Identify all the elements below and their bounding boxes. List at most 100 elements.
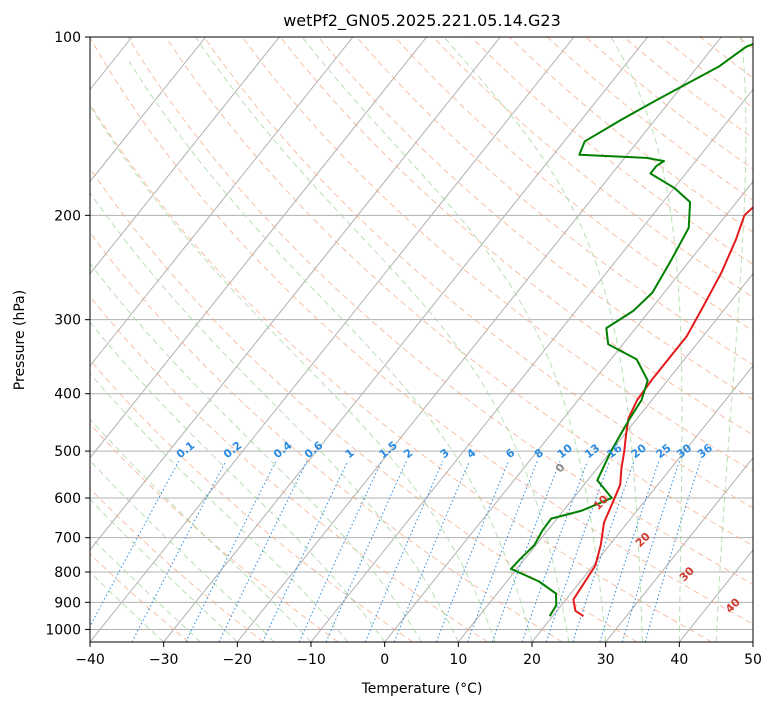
mixing-ratio-label: 20 — [629, 441, 649, 461]
mixing-ratio-label: 10 — [555, 441, 575, 461]
mixing-ratio-label: 36 — [695, 441, 715, 461]
moist-adiabat-line — [610, 37, 683, 642]
moist-adiabat-line — [195, 37, 570, 642]
y-tick-label: 500 — [54, 444, 81, 460]
moist-adiabat-line — [715, 37, 747, 642]
plot-frame — [89, 36, 754, 643]
mixing-ratio-line — [491, 461, 561, 642]
dry-adiabat-line — [90, 295, 488, 642]
x-axis-ticks: −40 −30 −20 −10 0 10 20 30 40 50 — [75, 642, 762, 668]
x-tick-label: 30 — [597, 652, 615, 668]
dry-adiabat-line — [737, 37, 753, 49]
mixing-ratio-line — [435, 461, 509, 642]
mixing-ratio-label: 0.2 — [221, 439, 244, 461]
isotherm-line — [0, 37, 58, 642]
mixing-ratio-line — [262, 460, 349, 642]
isotherm-line — [531, 364, 753, 642]
mixing-ratio-line — [90, 460, 180, 628]
y-tick-label: 600 — [54, 491, 81, 507]
dry-adiabat-line — [508, 37, 753, 233]
dry-adiabat-line — [470, 37, 753, 266]
dry-adiabat-line — [356, 37, 753, 366]
skewed-isotherms — [0, 37, 753, 642]
dry-adiabat-line — [127, 37, 753, 586]
x-axis-label: Temperature (°C) — [361, 681, 483, 697]
mixing-ratio-line — [599, 461, 660, 642]
y-tick-label: 1000 — [45, 622, 81, 638]
mixing-ratio-label: 0.4 — [271, 439, 295, 461]
dry-adiabat-line — [90, 553, 190, 642]
dry-adiabat-line — [432, 37, 753, 298]
dry-adiabat-line — [90, 103, 712, 642]
moist-adiabat-line — [128, 61, 533, 642]
mixing-ratio-label: 4 — [464, 446, 478, 461]
mixing-ratio-label: 6 — [503, 446, 517, 461]
moist-adiabat-line — [301, 37, 607, 642]
moist-adiabat-line — [90, 372, 349, 642]
y-tick-label: 100 — [54, 30, 81, 46]
mixing-ratio-label: 30 — [674, 441, 694, 461]
isotherm-line — [90, 37, 354, 367]
mixing-ratio-label: 3 — [438, 446, 452, 461]
x-tick-label: 50 — [744, 652, 762, 668]
dewpoint-line — [510, 42, 753, 617]
isotherm-line — [678, 549, 753, 642]
isotherm-line — [310, 88, 753, 642]
mixing-ratio-line — [131, 460, 227, 642]
x-tick-label: −40 — [75, 652, 105, 668]
mixing-ratio-line — [521, 461, 588, 642]
x-tick-label: 20 — [523, 652, 541, 668]
dry-adiabat-line — [90, 37, 753, 625]
dry-adiabat-line — [90, 231, 563, 642]
mixing-ratio-label: 25 — [654, 441, 674, 461]
dry-adiabat-line — [241, 37, 753, 472]
dry-adiabat-line — [203, 37, 753, 509]
mixing-ratio-line — [185, 460, 277, 642]
dry-adiabat-line — [90, 359, 414, 642]
x-tick-label: 10 — [449, 652, 467, 668]
y-axis-ticks: 100 200 300 400 500 600 700 800 900 1000 — [45, 30, 90, 638]
dry-adiabat-line — [90, 167, 638, 642]
mixing-ratio-line — [218, 460, 308, 642]
moist-adiabat-line — [90, 535, 201, 642]
isotherm-line — [457, 272, 753, 642]
x-tick-label: −10 — [296, 652, 326, 668]
mixing-ratio-line — [298, 460, 382, 642]
dry-adiabat-line — [699, 37, 753, 79]
isotherm-line — [236, 37, 722, 642]
dry-adiabat-line — [90, 487, 264, 642]
mixing-ratio-line — [572, 461, 635, 642]
mixing-ratio-line — [325, 460, 407, 642]
mixing-ratio-label: 1.5 — [377, 439, 400, 461]
x-tick-label: 40 — [670, 652, 688, 668]
isotherm-line — [90, 37, 501, 551]
moist-adiabat-label: 40 — [723, 595, 743, 615]
y-tick-label: 900 — [54, 595, 81, 611]
mixing-ratio-lines — [90, 460, 701, 642]
dry-adiabat-line — [394, 37, 753, 332]
dry-adiabat-line — [318, 37, 753, 401]
mixing-ratio-line — [545, 461, 611, 642]
isotherm-line — [90, 37, 575, 642]
isotherm-line — [752, 641, 753, 642]
moist-adiabat-line — [90, 418, 312, 642]
mixing-ratio-label: 8 — [532, 446, 546, 461]
isotherm-line — [163, 37, 649, 642]
moist-adiabat-line — [90, 498, 238, 642]
dry-adiabat-line — [547, 37, 753, 201]
mixing-ratio-line — [467, 461, 538, 642]
x-tick-label: −30 — [149, 652, 179, 668]
mixing-ratio-line — [364, 460, 444, 642]
mixing-ratio-label: 1 — [343, 446, 357, 461]
moist-adiabat-line — [90, 262, 422, 642]
chart-title: wetPf2_GN05.2025.221.05.14.G23 — [283, 11, 561, 31]
y-tick-label: 200 — [54, 208, 81, 224]
y-tick-label: 800 — [54, 565, 81, 581]
isotherm-line — [90, 37, 428, 459]
moist-adiabat-label: 20 — [633, 530, 653, 550]
moist-adiabat-line — [443, 37, 643, 642]
mixing-ratio-line — [644, 461, 701, 642]
moist-adiabat-label: 10 — [591, 492, 611, 512]
dry-adiabat-line — [165, 37, 753, 547]
